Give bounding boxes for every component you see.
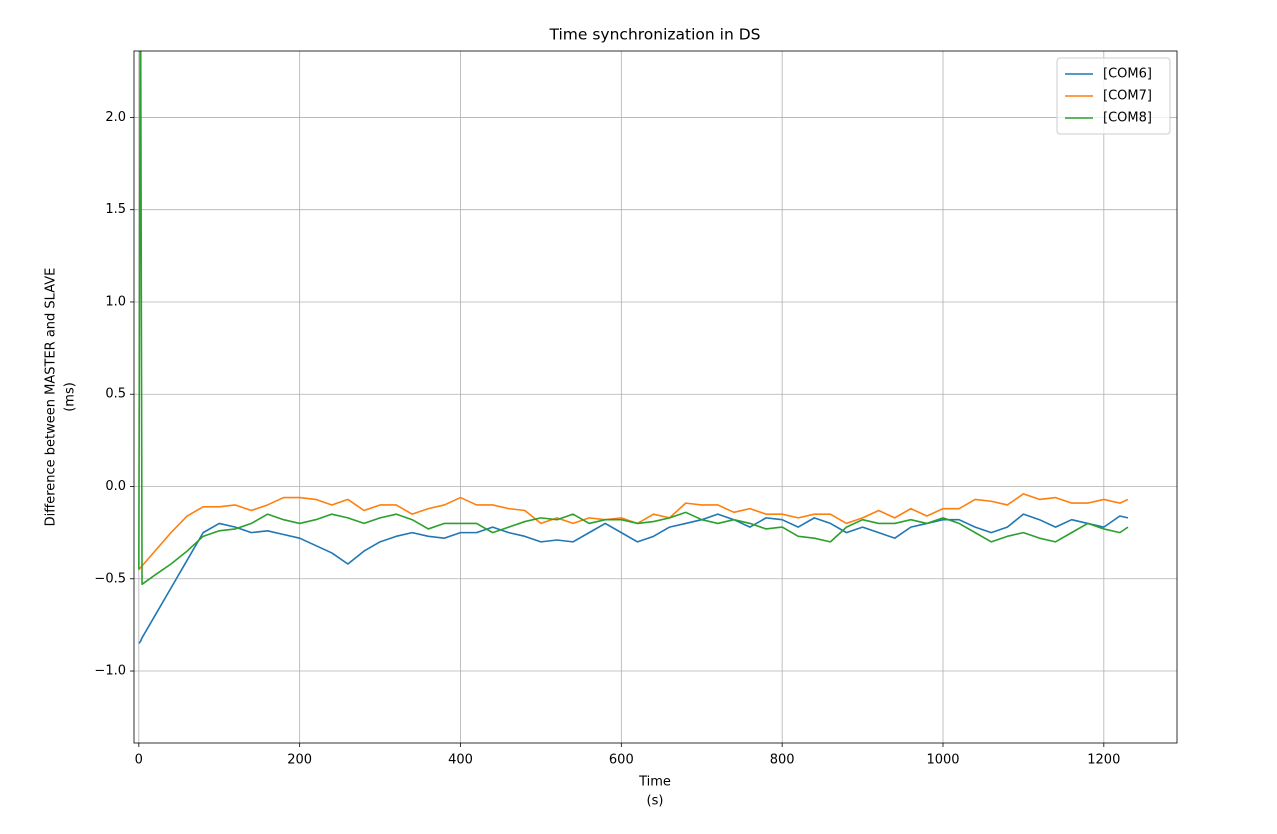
x-axis-label: Time xyxy=(638,775,671,790)
legend-box xyxy=(1056,57,1171,135)
y-axis-label: (ms) xyxy=(63,382,78,412)
y-tick-label: 2.0 xyxy=(105,110,126,125)
line-series xyxy=(138,493,1129,571)
y-tick-label: −1.0 xyxy=(94,664,126,679)
y-tick-label: 0.0 xyxy=(105,479,126,494)
plot-area xyxy=(138,51,1129,644)
line-series xyxy=(138,51,1129,586)
x-tick-label: 0 xyxy=(135,753,143,768)
y-tick-label: −0.5 xyxy=(94,571,126,586)
legend-label: [COM7] xyxy=(1103,89,1152,104)
legend-label: [COM6] xyxy=(1103,67,1152,82)
x-tick-label: 800 xyxy=(770,753,795,768)
x-tick-label: 400 xyxy=(448,753,473,768)
x-axis-label: (s) xyxy=(647,794,664,809)
legend-label: [COM8] xyxy=(1103,111,1152,126)
y-tick-label: 0.5 xyxy=(105,387,126,402)
y-tick-label: 1.5 xyxy=(105,202,126,217)
x-tick-label: 1200 xyxy=(1087,753,1120,768)
y-tick-label: 1.0 xyxy=(105,294,126,309)
axes-frame xyxy=(133,50,1178,744)
line-series xyxy=(138,513,1129,644)
x-tick-label: 200 xyxy=(287,753,312,768)
x-tick-label: 1000 xyxy=(926,753,959,768)
chart-title: Time synchronization in DS xyxy=(548,26,760,44)
y-axis-label: Difference between MASTER and SLAVE xyxy=(44,268,59,527)
x-tick-label: 600 xyxy=(609,753,634,768)
